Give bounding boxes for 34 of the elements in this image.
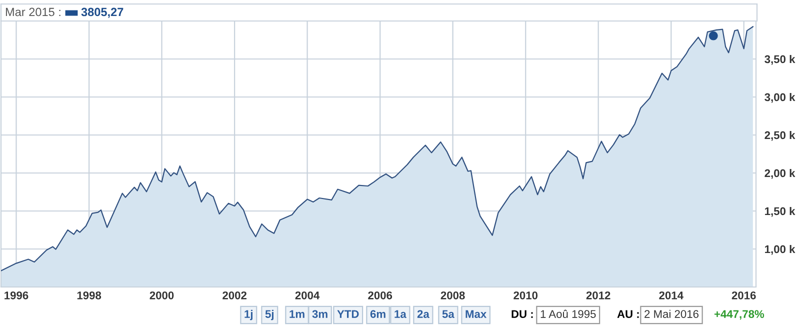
x-tick-label: 2000 xyxy=(150,291,174,300)
y-tick-label: 1,50 k xyxy=(765,206,796,217)
x-tick-label: 2010 xyxy=(514,291,538,300)
x-tick-label: 2002 xyxy=(222,291,246,300)
text: AU : xyxy=(617,310,639,318)
text: 5j xyxy=(265,310,274,320)
text: YTD xyxy=(337,310,359,318)
x-tick-label: 2008 xyxy=(440,291,465,300)
text: DU : xyxy=(512,310,533,318)
text: 3m xyxy=(312,310,328,318)
text: +447,78% xyxy=(714,310,764,320)
x-tick-label: 2016 xyxy=(732,291,756,300)
text: Mar 2015 : xyxy=(6,8,60,16)
x-tick-label: 2004 xyxy=(295,291,320,300)
text: 2 Mai 2016 xyxy=(644,310,698,318)
x-tick-label: 2014 xyxy=(659,291,684,300)
x-tick-label: 1996 xyxy=(4,291,28,300)
x-tick-label: 2006 xyxy=(368,291,392,300)
text: 1 Aoû 1995 xyxy=(540,310,596,318)
text: 1j xyxy=(244,310,252,320)
text: 3805,27 xyxy=(81,8,124,18)
text: 5a xyxy=(442,310,454,318)
text: 1m xyxy=(290,310,304,318)
text: 1a xyxy=(394,310,406,318)
y-tick-label: 3,50 k xyxy=(764,54,796,65)
text: 6m xyxy=(370,310,386,318)
y-tick-label: 2,00 k xyxy=(764,168,796,179)
x-tick-label: 2012 xyxy=(586,291,610,300)
y-tick-label: 3,00 k xyxy=(764,92,796,103)
y-tick-label: 1,00 k xyxy=(765,244,796,255)
x-tick-label: 1998 xyxy=(77,291,102,300)
text: 2a xyxy=(417,310,430,318)
text: Max xyxy=(466,310,487,318)
y-tick-label: 2,50 k xyxy=(764,130,796,141)
